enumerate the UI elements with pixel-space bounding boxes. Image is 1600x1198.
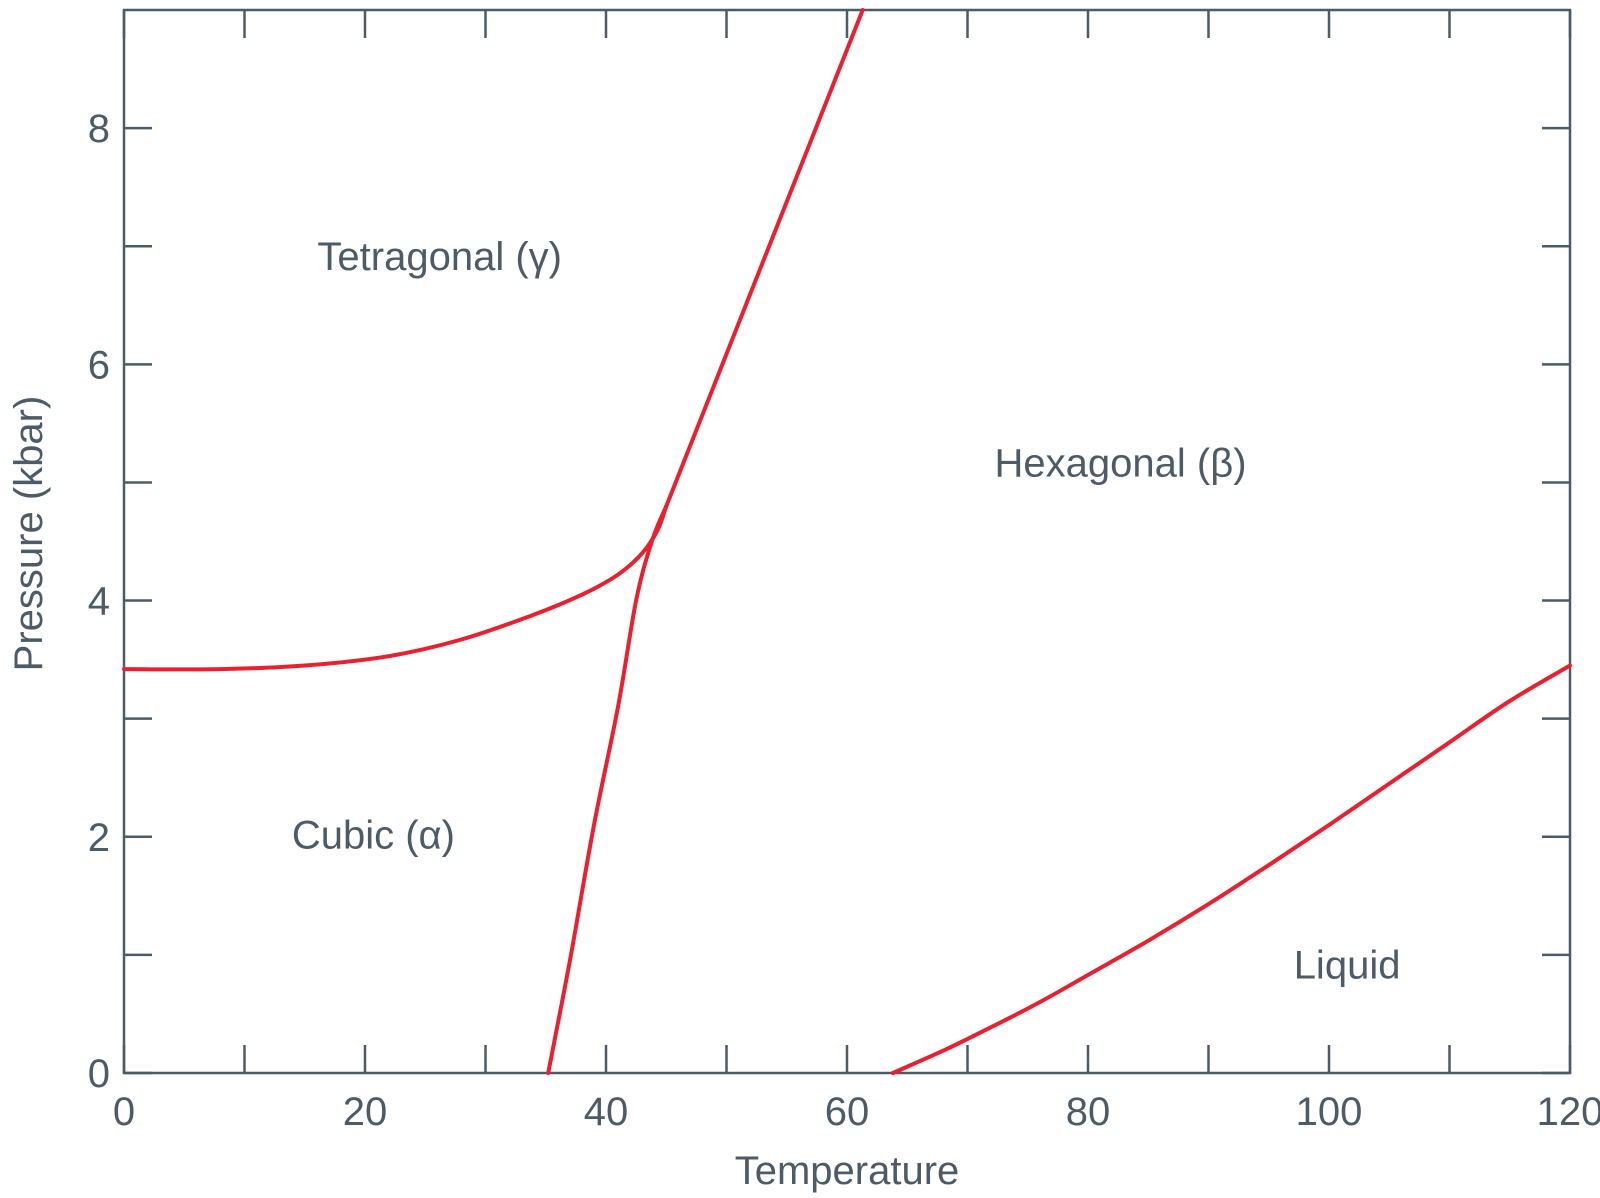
phase-boundary-line-3 [664, 8, 865, 509]
y-tick-label: 0 [88, 1052, 110, 1096]
y-tick-label: 8 [88, 107, 110, 151]
x-axis-title: Temperature [735, 1149, 960, 1193]
phase-boundary-line-2 [546, 504, 669, 1075]
phase-boundary-line-4 [890, 663, 1572, 1075]
x-tick-label: 80 [1066, 1090, 1111, 1134]
phase-boundary-line-1 [122, 504, 669, 672]
region-label: Tetragonal (γ) [317, 235, 562, 279]
y-tick-label: 4 [88, 580, 110, 624]
x-tick-label: 20 [343, 1090, 388, 1134]
y-tick-label: 6 [88, 343, 110, 387]
chart-marks: 0 20 40 60 80 100 120 0 2 4 6 8 Temperature Pressure … [7, 8, 1600, 1193]
plot-frame [122, 8, 1572, 1075]
y-tick-label: 2 [88, 816, 110, 860]
region-label: Cubic (α) [292, 814, 455, 858]
x-tick-label: 40 [584, 1090, 629, 1134]
x-tick-label: 0 [113, 1090, 135, 1134]
x-tick-label: 120 [1537, 1090, 1600, 1134]
x-tick-label: 100 [1296, 1090, 1363, 1134]
region-label: Hexagonal (β) [995, 442, 1247, 486]
region-label: Liquid [1294, 944, 1401, 988]
y-axis-title: Pressure (kbar) [7, 396, 51, 672]
x-tick-label: 60 [825, 1090, 870, 1134]
